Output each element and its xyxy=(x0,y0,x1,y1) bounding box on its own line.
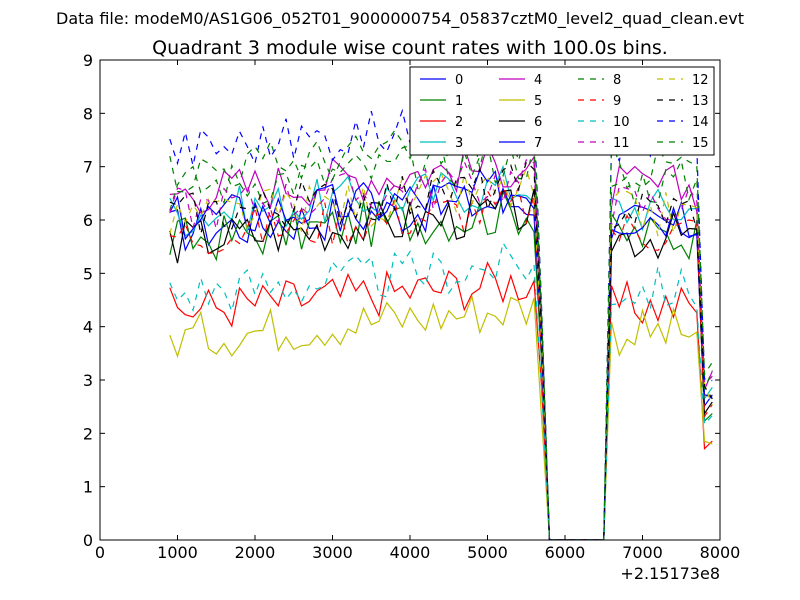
legend-label-6: 6 xyxy=(534,115,542,130)
legend-label-13: 13 xyxy=(692,94,709,109)
y-tick-label: 5 xyxy=(83,264,93,283)
x-tick-label: 8000 xyxy=(700,543,741,562)
legend-box xyxy=(409,66,715,156)
legend-label-7: 7 xyxy=(534,136,542,151)
y-tick-label: 1 xyxy=(83,478,93,497)
x-tick-label: 2000 xyxy=(235,543,276,562)
series-line-7 xyxy=(169,168,713,540)
chart-title: Quadrant 3 module wise count rates with … xyxy=(152,37,668,59)
y-tick-label: 9 xyxy=(83,51,93,70)
x-tick-label: 1000 xyxy=(157,543,198,562)
legend-label-2: 2 xyxy=(455,115,463,130)
y-tick-label: 0 xyxy=(83,531,93,550)
series-line-0 xyxy=(169,184,713,540)
legend-label-4: 4 xyxy=(534,73,542,88)
series-line-10 xyxy=(169,241,713,540)
x-tick-label: 5000 xyxy=(467,543,508,562)
y-tick-label: 8 xyxy=(83,104,93,123)
legend-label-0: 0 xyxy=(455,73,463,88)
x-tick-label: 0 xyxy=(95,543,105,562)
series-line-15 xyxy=(169,116,713,540)
x-tick-label: 6000 xyxy=(545,543,586,562)
series-line-4 xyxy=(169,143,713,540)
chart-suptitle: Data file: modeM0/AS1G06_052T01_90000007… xyxy=(56,9,744,29)
legend-label-11: 11 xyxy=(613,136,630,151)
y-tick-label: 6 xyxy=(83,211,93,230)
legend-label-8: 8 xyxy=(613,73,621,88)
legend-label-10: 10 xyxy=(613,115,630,130)
legend-label-3: 3 xyxy=(455,136,463,151)
x-tick-label: 7000 xyxy=(622,543,663,562)
x-tick-label: 4000 xyxy=(390,543,431,562)
x-offset-label: +2.15173e8 xyxy=(620,564,720,583)
x-tick-label: 3000 xyxy=(312,543,353,562)
legend-label-12: 12 xyxy=(692,73,709,88)
series-line-13 xyxy=(169,160,713,540)
series-line-6 xyxy=(169,188,713,540)
legend-label-1: 1 xyxy=(455,94,463,109)
legend-label-9: 9 xyxy=(613,94,621,109)
legend-label-14: 14 xyxy=(692,115,709,130)
y-tick-label: 7 xyxy=(83,158,93,177)
series-line-1 xyxy=(169,189,713,540)
series-line-5 xyxy=(169,294,713,540)
legend-label-5: 5 xyxy=(534,94,542,109)
y-tick-label: 3 xyxy=(83,371,93,390)
ticks-layer: 0 1000 2000 3000 4000 5000 6000 7000 80000123456… xyxy=(83,51,741,562)
legend-label-15: 15 xyxy=(692,136,709,151)
series-line-12 xyxy=(169,166,713,540)
y-tick-label: 2 xyxy=(83,424,93,443)
y-tick-label: 4 xyxy=(83,318,93,337)
series-line-2 xyxy=(169,261,713,540)
